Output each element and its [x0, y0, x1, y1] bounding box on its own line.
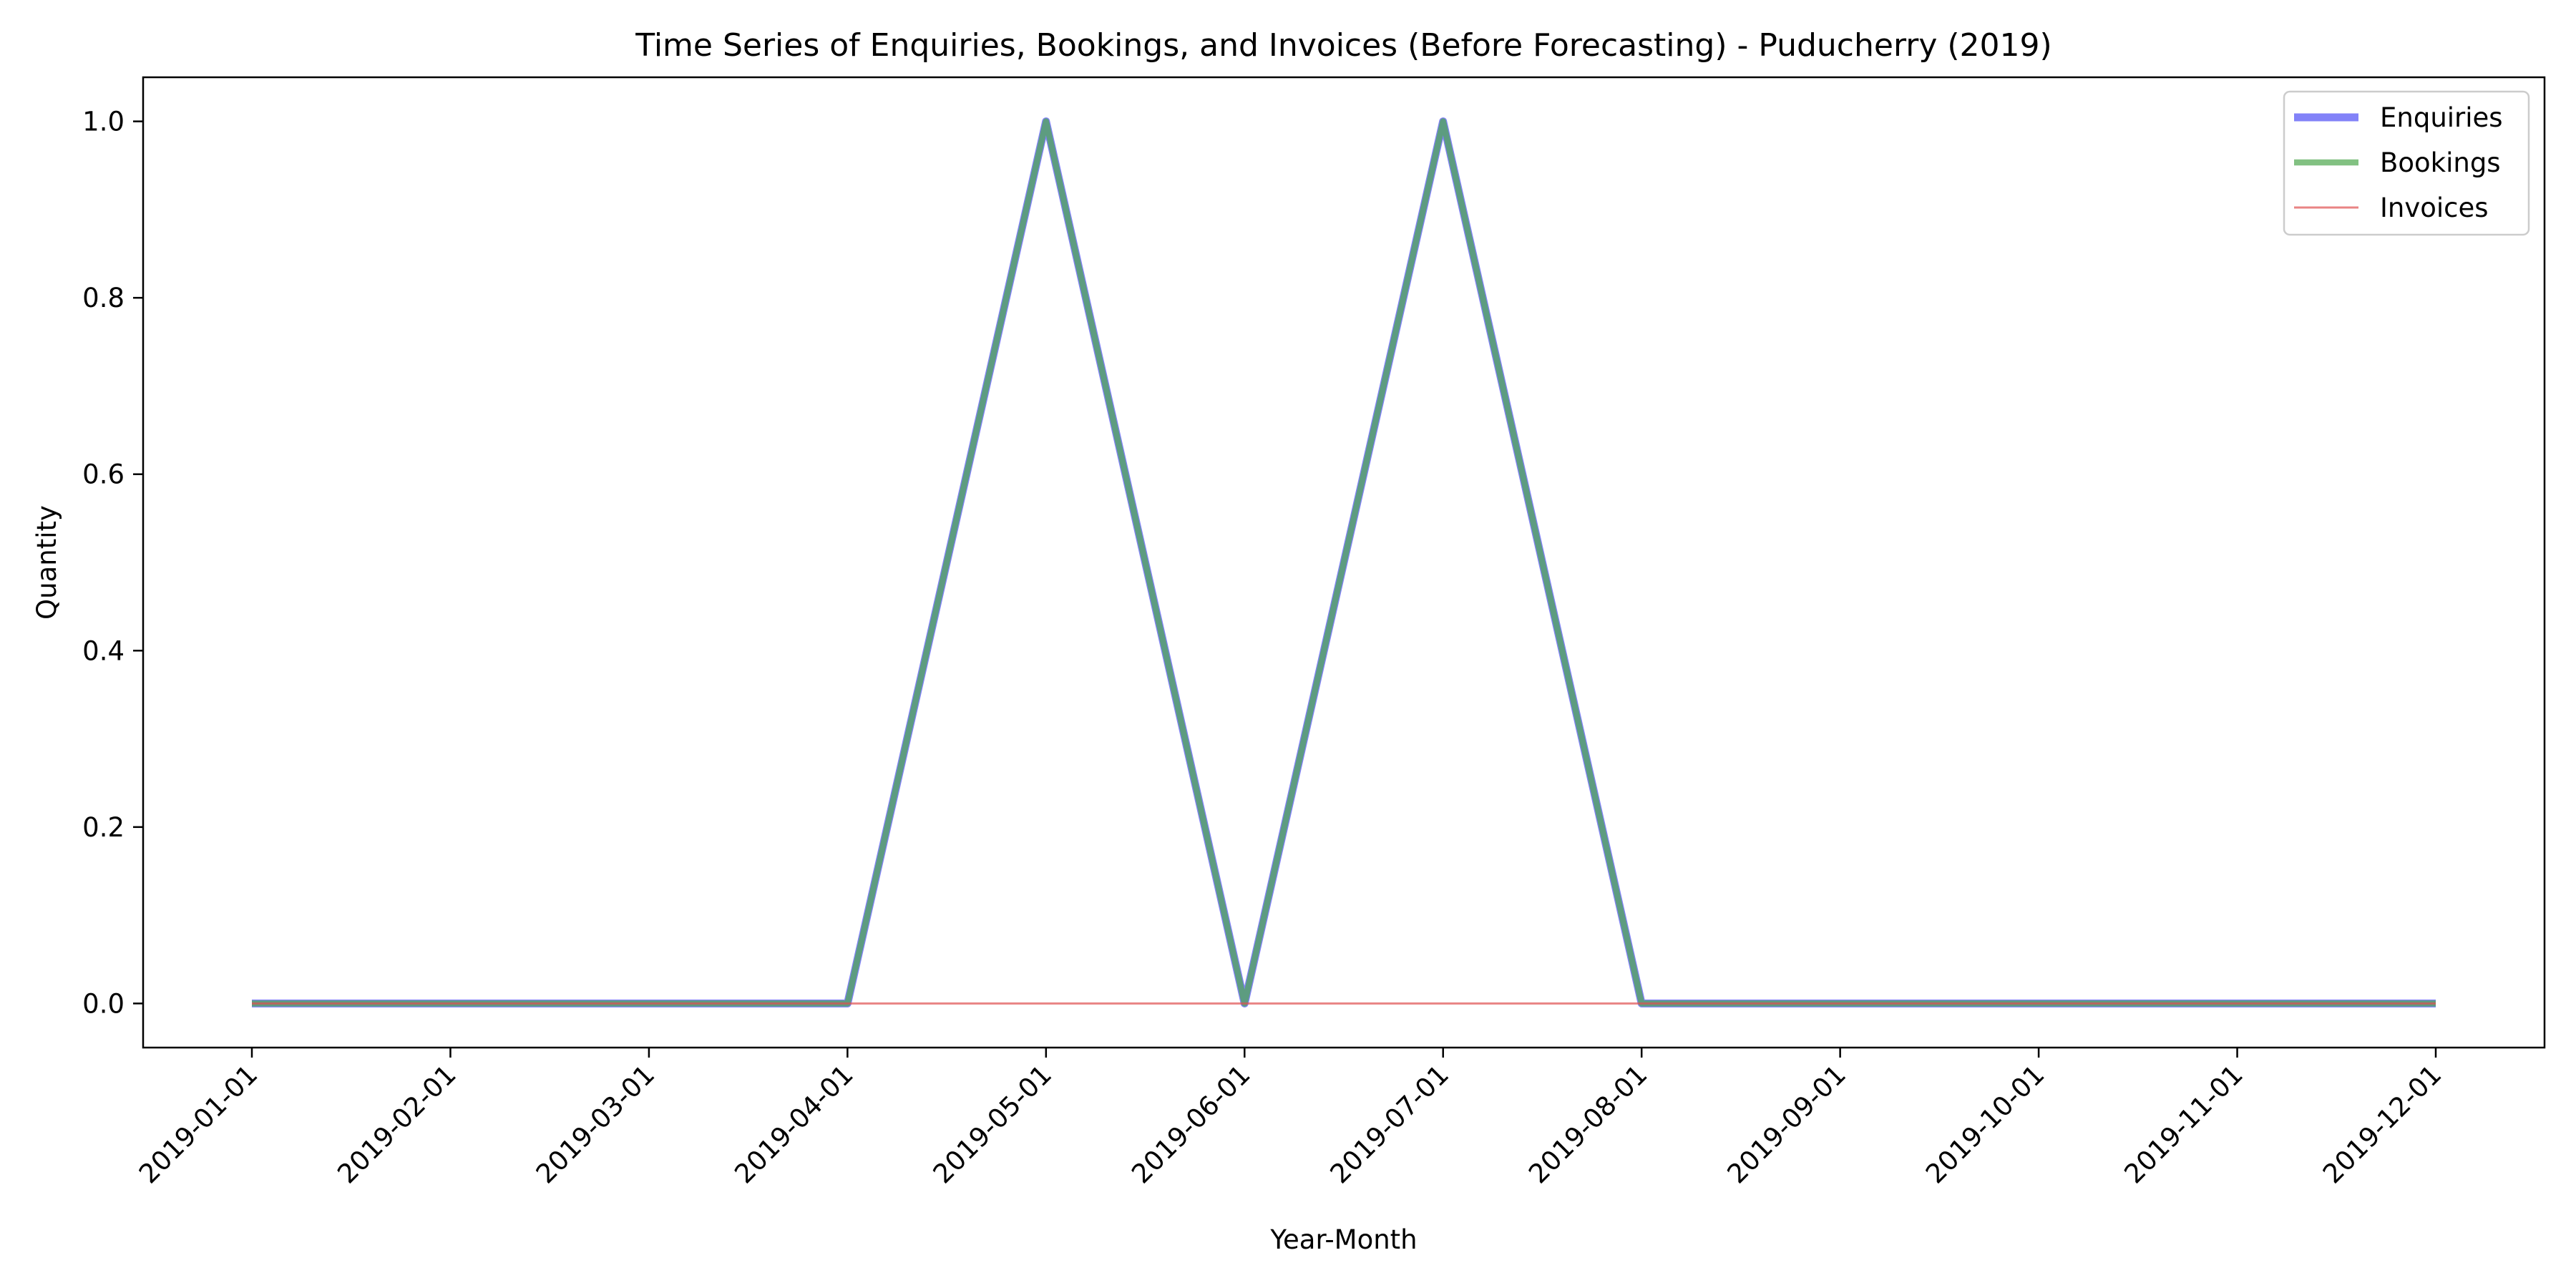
series-bookings: [251, 118, 2436, 1007]
x-tick-label: 2019-08-01: [1523, 1059, 1653, 1189]
legend-item-invoices: Invoices: [2294, 192, 2489, 223]
x-tick-label: 2019-05-01: [927, 1059, 1058, 1189]
x-tick-label: 2019-09-01: [1722, 1059, 1852, 1189]
x-tick-label: 2019-06-01: [1126, 1059, 1256, 1189]
y-tick-label: 0.0: [82, 988, 125, 1019]
x-tick-label: 2019-03-01: [530, 1059, 660, 1189]
y-tick-label: 0.8: [82, 283, 125, 313]
x-tick-label: 2019-01-01: [133, 1059, 263, 1189]
y-tick-label: 0.6: [82, 459, 125, 490]
y-tick-label: 0.4: [82, 635, 125, 666]
x-tick-label: 2019-02-01: [331, 1059, 462, 1189]
x-tick-label: 2019-04-01: [728, 1059, 859, 1189]
legend-box: [2283, 90, 2530, 236]
axes-ticks: 2019-01-01 2019-02-01 2019-03-01 2019-04-01…: [82, 107, 2447, 1190]
series-line-bookings: [252, 118, 2436, 1007]
x-tick-label: 2019-11-01: [2118, 1059, 2248, 1189]
chart-title: Time Series of Enquiries, Bookings, and …: [635, 27, 2051, 64]
x-tick-label: 2019-07-01: [1324, 1059, 1455, 1189]
x-tick-label: 2019-12-01: [2317, 1059, 2447, 1189]
legend: Enquiries Bookings Invoices: [2283, 90, 2530, 236]
y-tick-label: 0.2: [82, 812, 125, 843]
y-axis-label: Quantity: [31, 505, 62, 620]
series-layer: [251, 117, 2436, 1008]
legend-item-enquiries: Enquiries: [2294, 102, 2503, 133]
x-tick-label: 2019-10-01: [1920, 1059, 2050, 1189]
legend-label: Enquiries: [2380, 102, 2503, 133]
x-axis-label: Year-Month: [1269, 1224, 1417, 1255]
plot-frame: [142, 76, 2546, 1049]
legend-label: Bookings: [2380, 147, 2501, 178]
y-tick-label: 1.0: [82, 107, 125, 137]
legend-label: Invoices: [2380, 192, 2489, 223]
legend-item-bookings: Bookings: [2294, 147, 2501, 178]
